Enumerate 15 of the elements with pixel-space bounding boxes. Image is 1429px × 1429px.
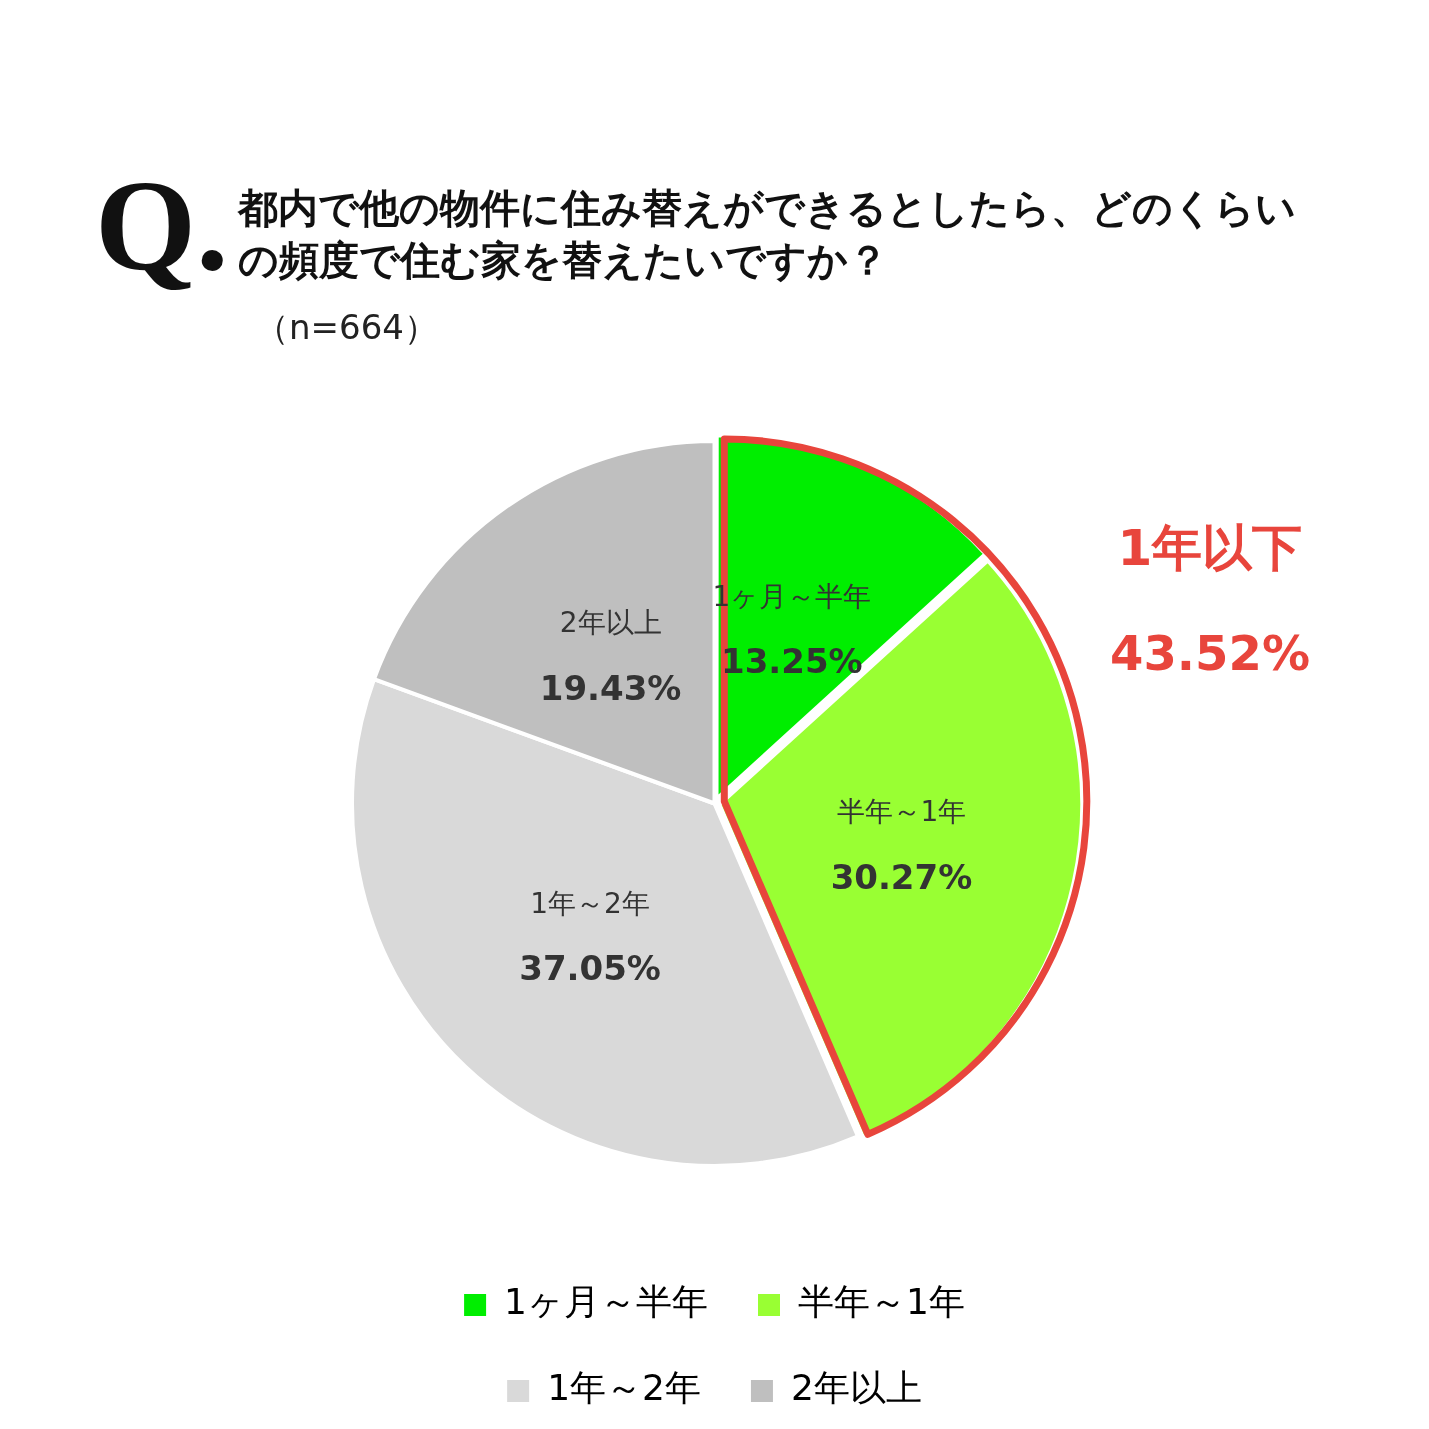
legend-label: 半年～1年 [798, 1281, 965, 1323]
slice-label: 半年～1年 [836, 795, 967, 829]
legend-label: 2年以上 [790, 1367, 922, 1409]
chart-subtitle: （n=664） [255, 306, 438, 349]
text: Q. [95, 153, 229, 297]
slice-label: 1年～2年 [530, 886, 650, 920]
legend-label: 1ヶ月～半年 [504, 1281, 708, 1323]
data-label: 19.43% [539, 667, 682, 708]
text: 1年以下 [1117, 518, 1303, 577]
chart-title: 都内で他の物件に住み替えができるとしたら、どのくらいの頻度で住む家を替えたいですか？ [238, 184, 1297, 285]
legend-label: 1年～2年 [547, 1367, 701, 1409]
slice-label: 2年以上 [559, 606, 662, 640]
text: 43.52% [1110, 625, 1310, 682]
data-label: 37.05% [519, 948, 661, 989]
data-label: 30.27% [830, 856, 973, 897]
